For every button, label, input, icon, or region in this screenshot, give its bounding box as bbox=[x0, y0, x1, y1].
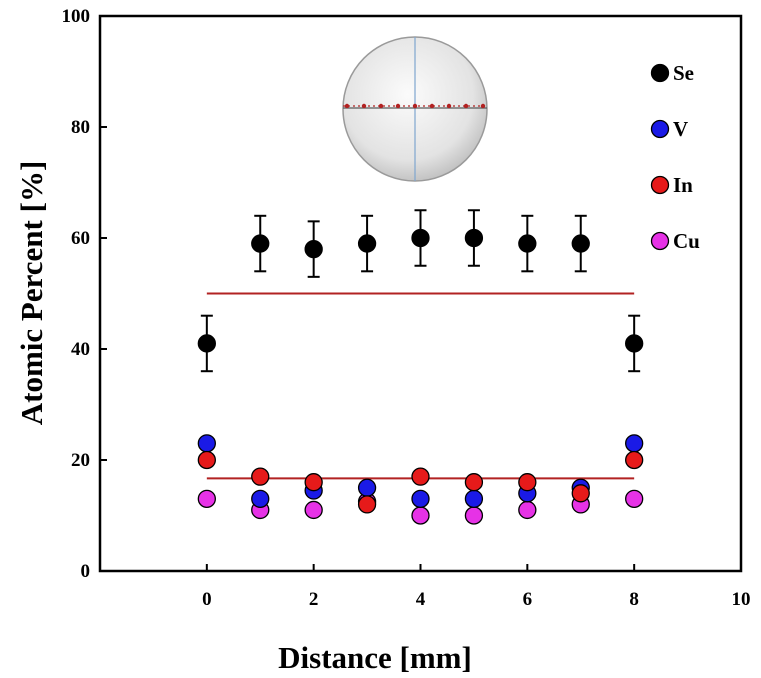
data-point-in bbox=[251, 467, 270, 486]
x-axis: 0 2 4 6 8 10 bbox=[202, 564, 751, 610]
legend: Se V In Cu bbox=[650, 61, 700, 253]
x-tick-label: 8 bbox=[629, 589, 639, 610]
data-point-se bbox=[304, 239, 323, 259]
inset-measurement-dot bbox=[412, 103, 418, 109]
data-point-v bbox=[464, 489, 484, 509]
inset-measurement-dot bbox=[480, 103, 486, 109]
inset-measurement-dot bbox=[361, 103, 367, 109]
data-point-cu bbox=[411, 506, 430, 525]
data-point-in bbox=[304, 473, 323, 492]
data-point-se bbox=[518, 234, 537, 253]
legend-label: V bbox=[673, 117, 688, 141]
data-points bbox=[197, 228, 644, 525]
legend-marker bbox=[650, 231, 670, 251]
y-axis-title: Atomic Percent [%] bbox=[14, 161, 49, 426]
data-point-se bbox=[251, 234, 270, 253]
y-tick-label: 0 bbox=[81, 561, 91, 582]
data-point-se bbox=[197, 334, 216, 353]
data-point-se bbox=[464, 228, 484, 248]
y-tick-label: 80 bbox=[71, 117, 90, 138]
inset-measurement-dot bbox=[463, 103, 469, 109]
x-tick-label: 0 bbox=[202, 589, 212, 610]
data-point-cu bbox=[464, 506, 484, 525]
data-point-v bbox=[251, 489, 270, 509]
legend-label: In bbox=[673, 173, 693, 197]
data-point-in bbox=[518, 473, 537, 492]
data-point-v bbox=[411, 489, 430, 509]
y-tick-label: 100 bbox=[62, 6, 91, 27]
data-point-cu bbox=[304, 500, 323, 520]
x-tick-label: 6 bbox=[523, 589, 533, 610]
data-point-se bbox=[357, 234, 377, 253]
legend-label: Se bbox=[673, 61, 694, 85]
inset-measurement-dot bbox=[378, 103, 384, 109]
inset-measurement-dot bbox=[344, 103, 350, 109]
data-point-cu bbox=[197, 489, 216, 509]
reference-lines bbox=[206, 292, 635, 480]
x-tick-label: 10 bbox=[732, 589, 751, 610]
x-axis-title: Distance [mm] bbox=[278, 640, 472, 675]
legend-marker bbox=[650, 63, 670, 83]
legend-label: Cu bbox=[673, 229, 700, 253]
inset-measurement-dot bbox=[395, 103, 401, 109]
legend-marker bbox=[650, 175, 670, 195]
inset-sample-disc bbox=[342, 36, 488, 182]
data-point-in bbox=[571, 484, 590, 503]
data-point-in bbox=[411, 467, 430, 486]
data-point-v bbox=[625, 434, 644, 453]
y-tick-label: 20 bbox=[71, 450, 90, 471]
y-tick-label: 60 bbox=[71, 228, 90, 249]
y-axis: 0 20 40 60 80 100 bbox=[62, 6, 107, 582]
data-point-v bbox=[357, 478, 377, 497]
data-point-cu bbox=[518, 500, 537, 520]
data-point-v bbox=[197, 434, 216, 453]
legend-marker bbox=[650, 119, 670, 139]
data-point-se bbox=[625, 334, 644, 353]
inset-measurement-dot bbox=[446, 103, 452, 109]
data-point-in bbox=[625, 450, 644, 470]
inset-measurement-dot bbox=[429, 103, 435, 109]
x-tick-label: 2 bbox=[309, 589, 319, 610]
data-point-in bbox=[197, 450, 216, 470]
data-point-se bbox=[411, 228, 430, 248]
x-tick-label: 4 bbox=[416, 589, 426, 610]
data-point-se bbox=[571, 234, 590, 253]
inset-measurement-points bbox=[344, 103, 486, 109]
data-point-in bbox=[464, 473, 484, 492]
data-point-cu bbox=[625, 489, 644, 509]
data-point-in bbox=[357, 495, 377, 514]
y-tick-label: 40 bbox=[71, 339, 90, 360]
